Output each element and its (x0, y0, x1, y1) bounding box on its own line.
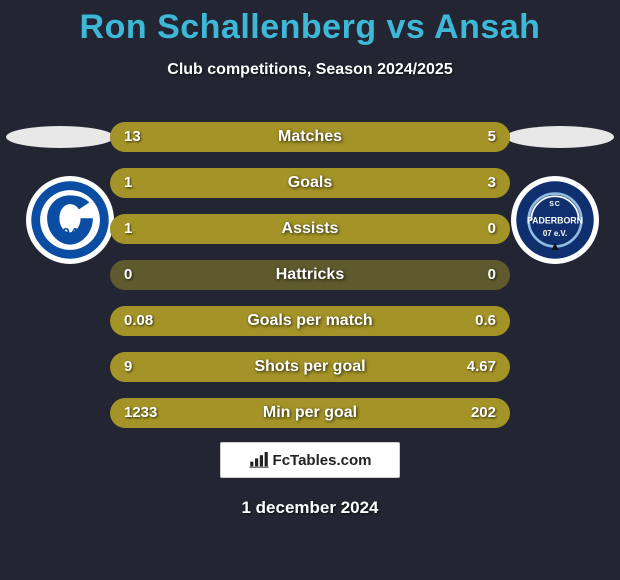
stat-bar-empty (110, 260, 510, 290)
stat-value-right: 5 (474, 122, 510, 152)
stat-row: 0.080.6Goals per match (110, 306, 510, 336)
stat-value-right: 4.67 (453, 352, 510, 382)
page-title: Ron Schallenberg vs Ansah (0, 0, 620, 47)
source-label: FcTables.com (273, 452, 372, 469)
stat-value-left: 0.08 (110, 306, 167, 336)
stat-value-left: 9 (110, 352, 146, 382)
stat-value-left: 1 (110, 168, 146, 198)
stat-value-right: 0 (474, 260, 510, 290)
stat-row: 13Goals (110, 168, 510, 198)
stat-bar-left (110, 214, 510, 244)
source-badge: FcTables.com (220, 442, 400, 478)
sc-paderborn-crest-icon: SC PADERBORN 07 e.V. (511, 176, 599, 264)
stat-bar-right (158, 306, 510, 336)
subtitle: Club competitions, Season 2024/2025 (0, 61, 620, 79)
bar-chart-icon (249, 452, 269, 468)
stat-row: 10Assists (110, 214, 510, 244)
schalke-04-crest-icon: 04 (26, 176, 114, 264)
stat-value-left: 1233 (110, 398, 171, 428)
club-badge-right: SC PADERBORN 07 e.V. (511, 176, 599, 264)
date-label: 1 december 2024 (0, 498, 620, 518)
club-badge-left: 04 (26, 176, 114, 264)
stat-value-right: 0 (474, 214, 510, 244)
stat-value-right: 202 (457, 398, 510, 428)
stat-value-right: 0.6 (461, 306, 510, 336)
stat-value-right: 3 (474, 168, 510, 198)
svg-text:PADERBORN: PADERBORN (527, 216, 583, 226)
svg-text:07 e.V.: 07 e.V. (543, 229, 567, 238)
stat-row: 135Matches (110, 122, 510, 152)
stat-bar-left (110, 352, 374, 382)
stat-row: 94.67Shots per goal (110, 352, 510, 382)
svg-text:04: 04 (62, 225, 78, 241)
stat-rows: 135Matches13Goals10Assists00Hattricks0.0… (110, 122, 510, 444)
stat-value-left: 1 (110, 214, 146, 244)
svg-text:SC: SC (549, 201, 561, 208)
stat-row: 00Hattricks (110, 260, 510, 290)
player-right-marker (506, 126, 614, 148)
player-left-marker (6, 126, 114, 148)
stat-value-left: 13 (110, 122, 155, 152)
stat-row: 1233202Min per goal (110, 398, 510, 428)
stat-value-left: 0 (110, 260, 146, 290)
stat-bar-right (210, 168, 510, 198)
